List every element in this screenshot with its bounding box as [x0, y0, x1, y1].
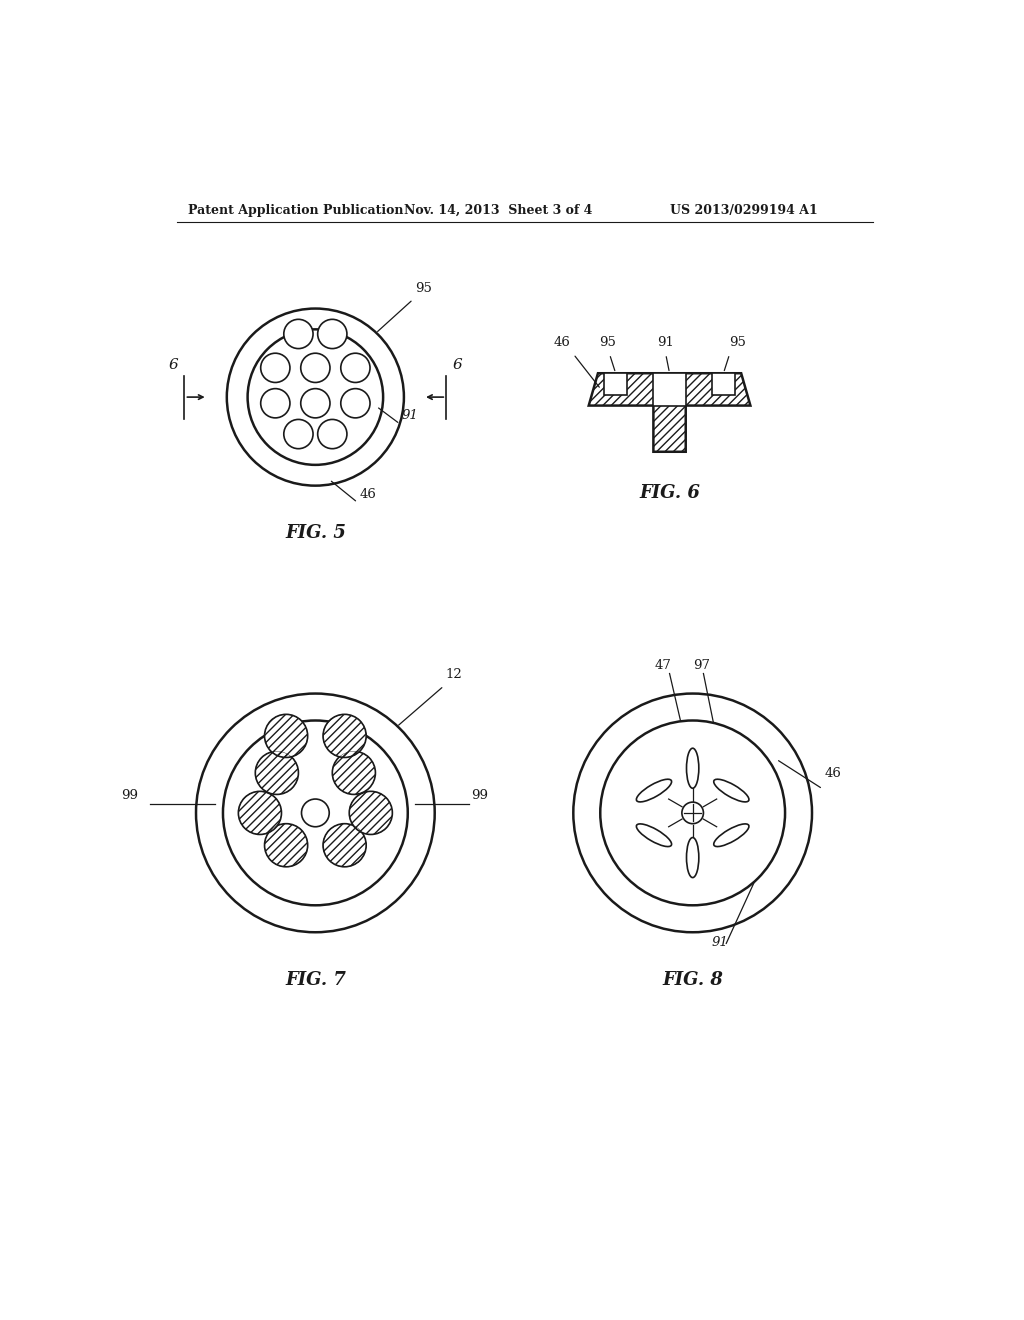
Text: 12: 12 — [445, 668, 462, 681]
Text: 91: 91 — [657, 337, 674, 350]
Text: FIG. 6: FIG. 6 — [639, 484, 700, 502]
Text: 46: 46 — [359, 488, 376, 502]
Circle shape — [600, 721, 785, 906]
Ellipse shape — [686, 748, 698, 788]
Text: 91: 91 — [711, 936, 728, 949]
Text: FIG. 5: FIG. 5 — [285, 524, 346, 543]
Text: 99: 99 — [471, 789, 487, 803]
Text: 46: 46 — [553, 337, 570, 350]
Text: 95: 95 — [729, 337, 745, 350]
Circle shape — [261, 388, 290, 418]
Circle shape — [264, 824, 307, 867]
Circle shape — [682, 803, 703, 824]
Text: US 2013/0299194 A1: US 2013/0299194 A1 — [670, 205, 817, 218]
Text: 6: 6 — [169, 359, 178, 372]
Circle shape — [264, 714, 307, 758]
Circle shape — [333, 751, 376, 795]
Text: 97: 97 — [693, 659, 711, 672]
Circle shape — [284, 319, 313, 348]
Circle shape — [323, 714, 367, 758]
Text: 46: 46 — [824, 767, 841, 780]
Text: 6: 6 — [453, 359, 462, 372]
Ellipse shape — [636, 779, 672, 803]
Circle shape — [284, 420, 313, 449]
Circle shape — [223, 721, 408, 906]
Text: 47: 47 — [655, 659, 672, 672]
Text: Nov. 14, 2013  Sheet 3 of 4: Nov. 14, 2013 Sheet 3 of 4 — [403, 205, 592, 218]
Circle shape — [317, 319, 347, 348]
Text: 99: 99 — [121, 789, 138, 803]
Polygon shape — [604, 374, 628, 395]
Circle shape — [341, 354, 370, 383]
Circle shape — [301, 354, 330, 383]
Ellipse shape — [714, 779, 749, 803]
Text: FIG. 8: FIG. 8 — [663, 970, 723, 989]
Text: 95: 95 — [415, 281, 431, 294]
Text: 91: 91 — [401, 409, 419, 421]
Circle shape — [317, 420, 347, 449]
Circle shape — [341, 388, 370, 418]
Circle shape — [573, 693, 812, 932]
Circle shape — [239, 792, 282, 834]
Circle shape — [248, 330, 383, 465]
Circle shape — [196, 693, 435, 932]
Text: FIG. 7: FIG. 7 — [285, 970, 346, 989]
Circle shape — [301, 799, 330, 826]
Circle shape — [255, 751, 298, 795]
Circle shape — [261, 354, 290, 383]
Ellipse shape — [636, 824, 672, 846]
Ellipse shape — [686, 838, 698, 878]
Polygon shape — [712, 374, 735, 395]
Text: 15: 15 — [345, 853, 361, 866]
Text: 95: 95 — [599, 337, 616, 350]
Circle shape — [323, 824, 367, 867]
Ellipse shape — [714, 824, 749, 846]
Polygon shape — [653, 374, 686, 405]
Text: Patent Application Publication: Patent Application Publication — [188, 205, 403, 218]
Circle shape — [301, 388, 330, 418]
Circle shape — [349, 792, 392, 834]
